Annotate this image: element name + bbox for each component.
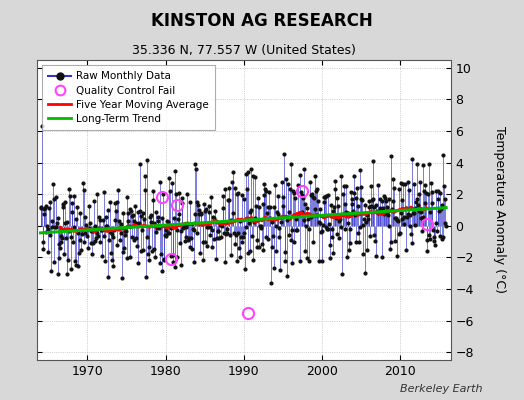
Text: KINSTON AG RESEARCH: KINSTON AG RESEARCH [151, 12, 373, 30]
Title: 35.336 N, 77.557 W (United States): 35.336 N, 77.557 W (United States) [132, 44, 356, 58]
Text: Berkeley Earth: Berkeley Earth [400, 384, 482, 394]
Legend: Raw Monthly Data, Quality Control Fail, Five Year Moving Average, Long-Term Tren: Raw Monthly Data, Quality Control Fail, … [42, 65, 215, 130]
Y-axis label: Temperature Anomaly (°C): Temperature Anomaly (°C) [494, 126, 506, 294]
